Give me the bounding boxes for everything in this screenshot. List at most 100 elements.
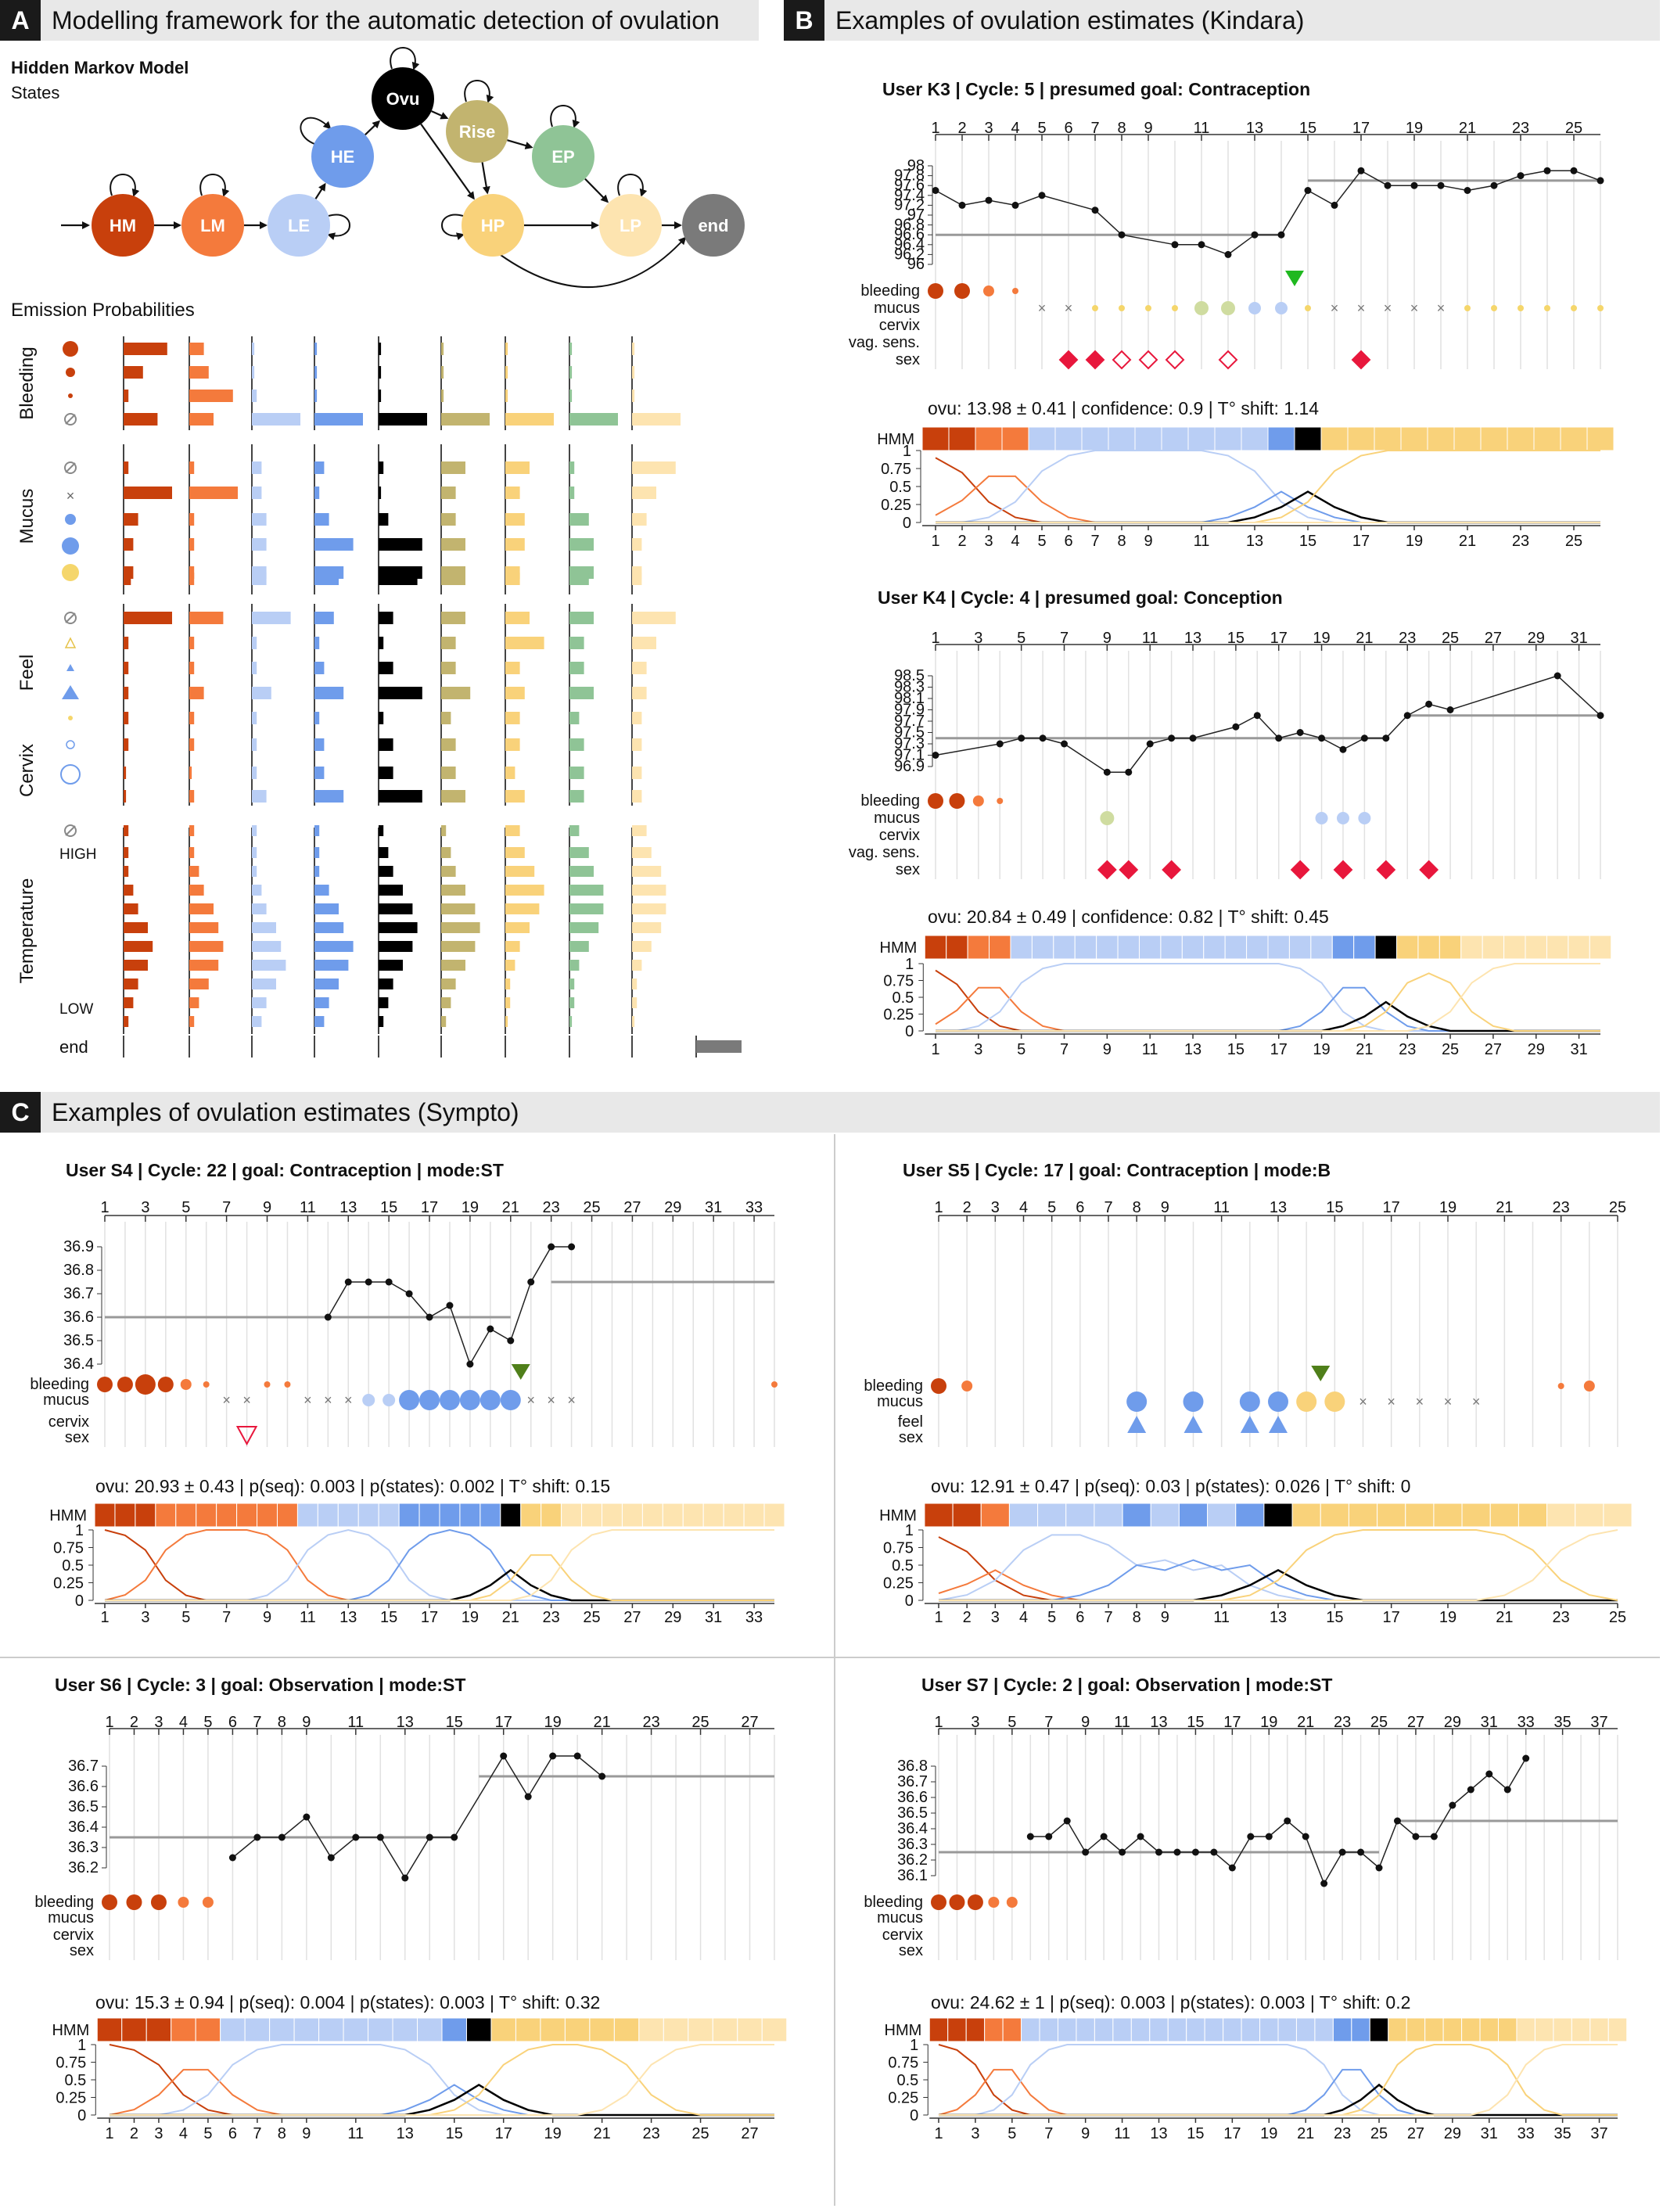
top-tick-label: 11 (1194, 120, 1210, 137)
posterior-line-LE (939, 2044, 1618, 2116)
emission-bar-feelcervix-EP-5 (569, 738, 584, 751)
example-stats: ovu: 20.93 ± 0.43 | p(seq): 0.003 | p(st… (95, 1476, 610, 1496)
hmm-state-cell (500, 1503, 522, 1528)
temperature-point (228, 1854, 236, 1862)
emission-bar-feelcervix-HM-3 (124, 687, 129, 699)
emission-bar-bleeding-LM-1 (189, 366, 209, 379)
mucus-dry-mark: × (1384, 300, 1392, 316)
hmm-state-cell (1001, 426, 1029, 451)
temp-axis-label: 96.2 (894, 246, 925, 263)
temp-axis-label: 98.3 (894, 679, 925, 696)
emission-bar-feelcervix-HM-5 (124, 738, 129, 751)
emission-bar-mucus-LP-1 (632, 487, 656, 499)
hmm-state-cell (1054, 426, 1083, 451)
bleeding-dot (983, 285, 994, 296)
posterior-axis-label: 0.5 (892, 989, 914, 1007)
temp-axis-label: 36.5 (63, 1332, 94, 1349)
emission-bar-bleeding-Ovu-1 (379, 366, 382, 379)
hmm-title: Hidden Markov Model (11, 58, 189, 77)
top-tick-label: 19 (1313, 630, 1330, 647)
bleeding-dot (949, 1894, 965, 1910)
hmm-bar-label: HMM (49, 1507, 87, 1524)
posterior-line-HP (939, 2044, 1618, 2116)
mucus-wet-dot (1126, 1391, 1148, 1412)
emission-bar-feelcervix-HE-2 (314, 662, 325, 674)
hmm-state-cell (378, 1503, 400, 1528)
temp-axis-label: 36.3 (68, 1839, 99, 1856)
temperature-point (1375, 1864, 1383, 1872)
temperature-point (1338, 1848, 1346, 1856)
mucus-none-icon (64, 461, 77, 474)
bleeding-icon-1 (66, 368, 75, 377)
feel-wet-triangle (1183, 1416, 1203, 1433)
state-label-HE: HE (331, 147, 355, 167)
temperature-point (1118, 231, 1126, 239)
state-label-end: end (698, 216, 728, 235)
temp-axis-label: 98.5 (894, 667, 925, 684)
hmm-state-cell (1575, 1503, 1604, 1528)
posterior-axis-label: 0.5 (889, 479, 911, 496)
bottom-tick-label: 4 (1011, 533, 1019, 550)
temperature-point (1265, 1833, 1273, 1840)
top-tick-label: 35 (1553, 1714, 1571, 1731)
hmm-state-cell (357, 1503, 379, 1528)
transition-Rise-HP (481, 162, 490, 195)
bottom-tick-label: 23 (543, 1609, 560, 1626)
top-tick-label: 23 (642, 1714, 659, 1731)
hmm-state-cell (989, 935, 1011, 960)
emission-bar-temp-LM-3 (189, 885, 204, 896)
hmm-state-cell (1589, 935, 1612, 960)
posterior-axis-label: 0 (903, 515, 911, 532)
emission-bar-mucus-HM-0 (124, 461, 129, 474)
top-tick-label: 4 (1011, 120, 1019, 137)
hmm-state-cell (682, 1503, 704, 1528)
emission-bar-bleeding-HP-0 (505, 343, 508, 355)
emission-bar-temp-HM-10 (124, 1016, 129, 1027)
top-tick-label: 5 (181, 1199, 190, 1216)
cervix-medium-icon (66, 740, 75, 749)
temperature-point (352, 1833, 360, 1841)
emission-bar-mucus-HP-1 (505, 487, 520, 499)
top-tick-label: 27 (1407, 1714, 1424, 1731)
emission-bar-temp-LE-4 (252, 903, 267, 914)
emission-bar-mucus-HE-5 (314, 573, 339, 585)
emission-bar-mucus-HE-1 (314, 487, 320, 499)
row-label-cervix: cervix (879, 317, 920, 334)
hmm-state-cell (984, 2017, 1004, 2042)
hmm-state-cell (761, 2017, 788, 2042)
temperature-point (1253, 712, 1261, 720)
bleeding-dot (997, 798, 1004, 804)
emission-bar-temp-Rise-8 (441, 979, 456, 989)
temperature-point (426, 1833, 433, 1841)
hmm-state-cell (743, 1503, 765, 1528)
cycle-example-S4: User S4 | Cycle: 22 | goal: Contraceptio… (30, 1160, 785, 1626)
hmm-state-cell (946, 935, 968, 960)
emission-bar-mucus-EP-5 (569, 573, 589, 585)
hmm-state-cell (244, 2017, 271, 2042)
emission-bar-temp-EP-9 (569, 997, 575, 1008)
emission-bar-temp-HM-4 (124, 903, 138, 914)
bottom-tick-label: 13 (1184, 1041, 1201, 1058)
feel-wet-icon (62, 685, 79, 699)
temperature-point (1103, 768, 1111, 776)
top-tick-label: 23 (1334, 1714, 1351, 1731)
state-node-HP (462, 194, 524, 257)
posterior-axis-label: 0.5 (64, 2072, 86, 2089)
bottom-tick-label: 15 (1299, 533, 1316, 550)
emission-group-label-4: Temperature (16, 878, 38, 984)
emission-bar-feelcervix-Rise-5 (441, 738, 456, 751)
temperature-point (1467, 1786, 1474, 1794)
emission-bar-mucus-HM-3 (124, 538, 134, 551)
emission-bar-bleeding-EP-0 (569, 343, 573, 355)
emission-bar-feelcervix-LE-0 (252, 612, 291, 624)
hmm-state-cell (1150, 1503, 1180, 1528)
row-label-bleeding: bleeding (864, 1377, 923, 1395)
bleeding-dot (961, 1381, 973, 1391)
hmm-state-cell (398, 1503, 420, 1528)
emission-bar-feelcervix-LM-7 (189, 790, 195, 803)
emission-bar-temp-LE-9 (252, 997, 267, 1008)
top-tick-label: 6 (228, 1714, 237, 1731)
emission-bar-temp-LP-2 (632, 866, 662, 877)
emission-bar-feelcervix-LE-5 (252, 738, 257, 751)
emission-bar-bleeding-Rise-1 (441, 366, 444, 379)
